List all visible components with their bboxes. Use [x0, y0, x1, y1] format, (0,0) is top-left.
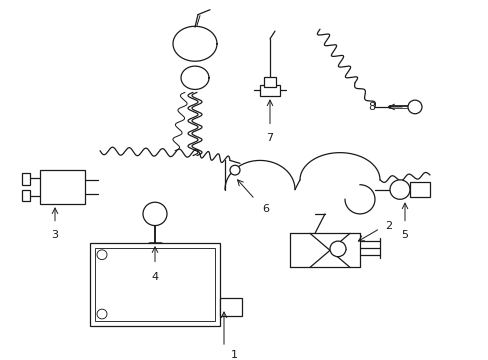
Circle shape	[97, 250, 107, 260]
Text: 7: 7	[266, 133, 273, 143]
Text: 4: 4	[151, 272, 158, 282]
Bar	[22, 173, 30, 185]
Bar	[260, 85, 280, 96]
Text: 5: 5	[401, 230, 407, 240]
Text: 2: 2	[384, 221, 391, 230]
Circle shape	[97, 309, 107, 319]
Text: 8: 8	[367, 102, 374, 112]
Circle shape	[407, 100, 421, 114]
Circle shape	[389, 180, 409, 199]
Bar	[409, 182, 429, 197]
Text: 3: 3	[51, 230, 59, 240]
Circle shape	[329, 241, 346, 257]
Bar	[95, 248, 215, 321]
Circle shape	[142, 202, 167, 226]
Bar	[90, 243, 220, 326]
Bar	[40, 170, 85, 204]
Circle shape	[229, 165, 240, 175]
Bar	[264, 77, 275, 86]
Bar	[220, 298, 242, 316]
Bar	[22, 190, 30, 201]
Text: 6: 6	[262, 204, 268, 214]
Text: 1: 1	[230, 350, 237, 360]
